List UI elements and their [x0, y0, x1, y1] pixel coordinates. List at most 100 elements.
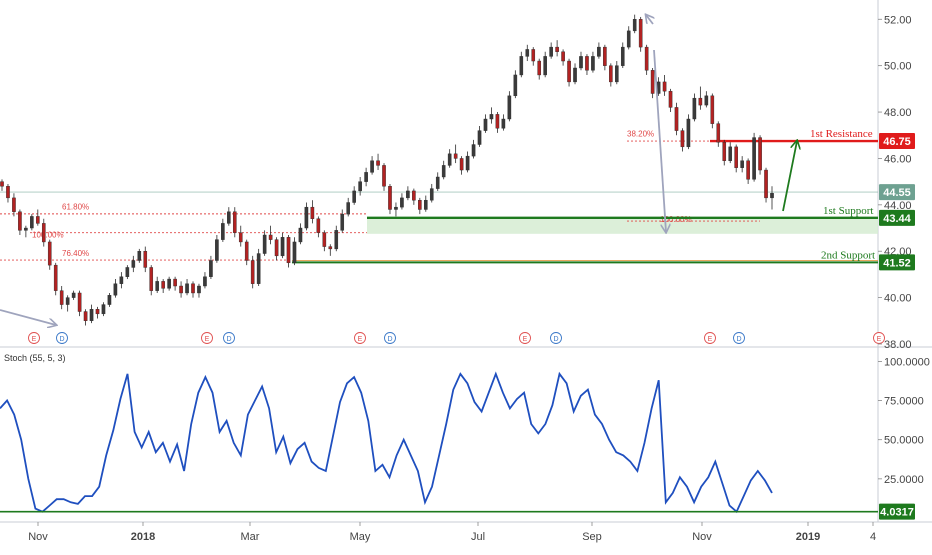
candle-up — [549, 46, 553, 57]
candle-down — [286, 237, 291, 264]
candle-up — [155, 281, 159, 291]
price-tick-label: 52.00 — [884, 14, 912, 26]
event-marker-label: E — [32, 336, 37, 343]
candle-down — [680, 130, 685, 148]
level-tag-sup2-bg — [879, 254, 915, 271]
candle-down — [376, 160, 380, 166]
candle-up — [24, 227, 28, 231]
candle-down — [83, 311, 88, 322]
candle-up — [137, 251, 142, 261]
level-tag-sup1-bg — [879, 209, 915, 226]
fib-label-f100b: 100.00% — [660, 215, 692, 224]
candle-up — [30, 216, 34, 229]
candle-up — [435, 176, 440, 189]
candle-down — [6, 186, 10, 199]
event-marker-label: D — [553, 336, 558, 343]
event-marker-label: E — [877, 336, 882, 343]
candle-up — [101, 304, 106, 315]
candle-down — [644, 46, 649, 71]
event-marker-label: E — [523, 336, 528, 343]
candle-up — [203, 276, 207, 287]
time-tick-label: 2019 — [796, 531, 820, 543]
event-marker-e — [519, 332, 531, 344]
candle-up — [441, 165, 446, 178]
support-zone-fill — [367, 217, 878, 234]
candle-down — [238, 232, 243, 243]
grey-arrow-down — [653, 49, 666, 232]
event-marker-e — [873, 332, 885, 344]
candle-up — [728, 146, 733, 161]
candle-up — [632, 19, 637, 32]
candle-up — [513, 74, 518, 97]
candle-up — [423, 199, 428, 210]
candle-down — [268, 234, 273, 240]
candle-up — [597, 46, 601, 57]
candle-up — [447, 153, 452, 166]
candle-down — [244, 241, 249, 261]
candle-up — [65, 297, 70, 305]
candle-up — [543, 56, 547, 76]
candle-down — [495, 114, 500, 129]
price-tick-label: 48.00 — [884, 107, 912, 119]
candle-down — [310, 206, 315, 219]
event-marker-e — [354, 332, 366, 344]
event-marker-label: D — [736, 336, 741, 343]
candle-up — [113, 283, 118, 296]
candle-down — [734, 146, 738, 168]
candle-up — [119, 276, 124, 284]
price-tick-label: 50.00 — [884, 61, 912, 73]
osc-tick-label: 75.0000 — [884, 396, 924, 408]
level-label-res1: 1st Resistance — [810, 128, 873, 140]
candle-down — [53, 264, 58, 291]
candle-down — [316, 218, 321, 233]
candle-up — [489, 114, 494, 120]
event-marker-label: E — [708, 336, 713, 343]
fib-label-f618: 61.80% — [62, 202, 89, 211]
event-marker-e — [704, 332, 716, 344]
candle-up — [131, 260, 136, 268]
candle-down — [59, 290, 64, 305]
grey-arrow-top — [646, 15, 653, 25]
candle-up — [280, 237, 285, 257]
candle-down — [531, 49, 536, 62]
fib-label-f764: 76.40% — [62, 249, 89, 258]
candle-down — [668, 90, 673, 108]
candle-up — [507, 95, 512, 120]
candle-up — [262, 234, 267, 254]
candle-up — [740, 160, 744, 168]
candle-up — [185, 283, 189, 294]
level-tag-sup1: 43.44 — [883, 213, 911, 225]
candle-up — [400, 197, 404, 208]
candle-up — [615, 65, 619, 83]
osc-tick-label: 100.0000 — [884, 356, 930, 368]
candle-up — [752, 137, 756, 180]
candle-down — [758, 137, 762, 171]
candle-up — [346, 202, 351, 215]
event-marker-d — [733, 332, 745, 344]
candle-down — [161, 281, 165, 289]
candle-up — [197, 285, 201, 294]
candle-down — [674, 107, 679, 131]
candle-down — [722, 142, 727, 161]
candle-down — [173, 278, 177, 287]
candle-down — [609, 65, 613, 83]
candle-up — [394, 206, 398, 210]
candle-up — [256, 253, 261, 284]
grey-arrow-left — [0, 309, 56, 325]
candle-up — [501, 118, 506, 129]
candle-up — [227, 211, 231, 224]
candle-up — [573, 67, 577, 83]
osc-tick-label: 50.0000 — [884, 435, 924, 447]
candle-down — [388, 186, 392, 210]
candle-down — [537, 60, 542, 76]
event-marker-d — [223, 332, 235, 344]
candle-down — [459, 158, 464, 171]
time-tick-label: 2018 — [131, 531, 155, 543]
candle-down — [698, 97, 703, 106]
event-marker-e — [201, 332, 213, 344]
candle-up — [304, 206, 309, 229]
candle-up — [477, 130, 482, 145]
candle-down — [567, 60, 571, 83]
candle-down — [555, 46, 559, 52]
